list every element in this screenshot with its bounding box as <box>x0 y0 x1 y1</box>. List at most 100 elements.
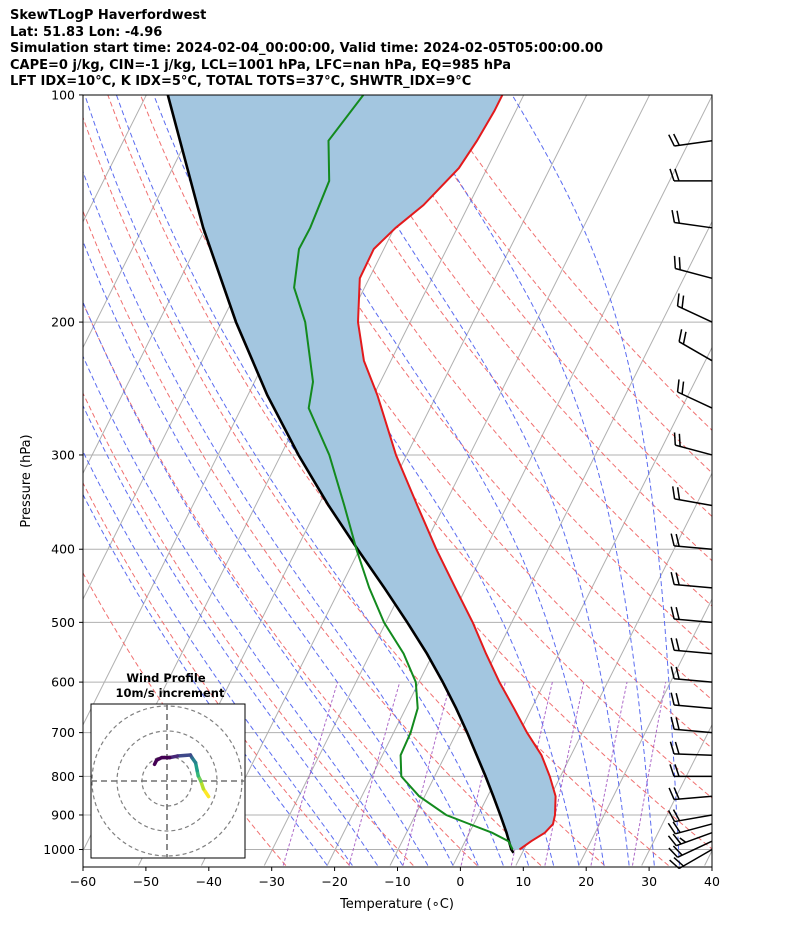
mixing-ratio-line <box>632 682 667 866</box>
wind-barb-feather <box>672 833 682 845</box>
wind-barb-feather <box>671 486 676 499</box>
moist-adiabat-line <box>405 95 655 866</box>
wind-barb-feather <box>676 379 680 393</box>
wind-barb-staff <box>674 728 713 734</box>
wind-barb-staff <box>674 583 713 589</box>
y-axis-label: Pressure (hPa) <box>19 434 34 527</box>
wind-barb-feather <box>667 810 676 822</box>
wind-barb-feather <box>670 692 675 706</box>
x-tick-label: −30 <box>259 874 285 889</box>
wind-barb-feather <box>675 717 680 730</box>
wind-barb-feather <box>672 845 683 856</box>
moist-adiabat-line <box>252 95 605 866</box>
moist-adiabat-line <box>83 170 479 866</box>
wind-barb-staff <box>674 678 713 683</box>
wind-barb-feather <box>682 331 687 345</box>
wind-barb-feather <box>674 168 680 182</box>
y-tick-label: 900 <box>51 807 75 822</box>
dry-adiabat-line <box>400 95 712 474</box>
wind-barb-feather <box>678 329 683 342</box>
y-tick-label: 700 <box>51 725 75 740</box>
isotherm-line <box>83 95 84 98</box>
wind-barb-staff <box>674 649 713 655</box>
isotherm-line <box>389 220 712 866</box>
isotherm-line <box>641 723 712 866</box>
moist-adiabat-line <box>83 450 353 866</box>
sounding-profiles <box>166 95 557 854</box>
wind-barb <box>673 255 713 280</box>
x-tick-label: −60 <box>70 874 96 889</box>
x-tick-label: −20 <box>321 874 347 889</box>
wind-barb-feather <box>670 666 675 679</box>
wind-barb-staff <box>677 840 713 858</box>
wind-barb <box>670 637 713 655</box>
mixing-ratio-line <box>282 681 339 866</box>
x-tick-label: −50 <box>133 874 159 889</box>
wind-barb-feather <box>681 381 685 395</box>
wind-barb-staff <box>676 831 713 847</box>
wind-barb-staff <box>678 341 713 362</box>
dry-adiabat-line <box>302 95 712 607</box>
wind-barb <box>670 572 713 589</box>
isotherm-line <box>83 95 210 349</box>
wind-barb-feather <box>670 572 675 585</box>
wind-barb-feather <box>675 692 680 706</box>
wind-barb-staff <box>674 814 713 823</box>
y-tick-label: 200 <box>51 315 75 330</box>
dry-adiabat-line <box>368 95 712 518</box>
dry-adiabat-line <box>335 95 712 562</box>
x-tick-label: 10 <box>515 874 531 889</box>
wind-barb-staff <box>678 848 713 870</box>
wind-barb-staff <box>674 221 713 229</box>
wind-barb-feather <box>669 741 675 755</box>
y-tick-label: 800 <box>51 769 75 784</box>
wind-barb-feather <box>674 764 680 777</box>
dry-adiabat-line <box>83 301 478 866</box>
y-tick-label: 500 <box>51 615 75 630</box>
wind-barb <box>667 831 713 847</box>
wind-barb <box>671 209 713 229</box>
header-line-cape: CAPE=0 j/kg, CIN=-1 j/kg, LCL=1001 hPa, … <box>10 57 511 73</box>
wind-barb <box>670 692 713 710</box>
wind-barb-feather <box>669 168 675 182</box>
wind-barb-feather <box>672 809 681 822</box>
isotherm-line <box>263 95 651 866</box>
wind-barb <box>668 840 713 858</box>
wind-barb-staff <box>674 618 713 624</box>
wind-barb-feather <box>675 572 680 586</box>
dewpoint-line <box>293 95 514 850</box>
wind-barb-feather <box>670 716 675 730</box>
wind-barb-feather <box>669 764 675 777</box>
wind-barb-feather <box>673 255 677 269</box>
hodograph-segment <box>175 753 193 758</box>
dry-adiabat-line <box>107 95 669 866</box>
cin-area <box>167 95 556 850</box>
dry-adiabat-line <box>83 481 350 866</box>
wind-barb-feather <box>667 835 677 847</box>
wind-barb <box>669 168 712 182</box>
wind-barb-staff <box>674 545 713 550</box>
x-tick-label: −10 <box>384 874 410 889</box>
chart-header: SkewTLogP Haverfordwest Lat: 51.83 Lon: … <box>10 8 603 91</box>
wind-barb-staff <box>677 391 713 409</box>
wind-barb <box>673 432 713 456</box>
dry-adiabat-line <box>139 95 712 850</box>
wind-barb-feather <box>673 787 680 800</box>
moist-adiabat-line <box>83 493 328 866</box>
header-line-title: SkewTLogP Haverfordwest <box>10 8 207 23</box>
dry-adiabat-line <box>205 95 712 749</box>
wind-barb-feather <box>668 134 676 147</box>
wind-barb <box>667 821 713 835</box>
x-axis-label: Temperature (∘C) <box>339 897 454 912</box>
wind-barb <box>670 716 713 734</box>
header-line-indices: LFT IDX=10°C, K IDX=5°C, TOTAL TOTS=37°C… <box>10 74 472 89</box>
isotherm-line <box>768 95 794 866</box>
wind-barb-feather <box>675 666 680 680</box>
wind-barb-feather <box>678 257 681 270</box>
wind-barb <box>676 293 713 323</box>
wind-barb-staff <box>675 823 713 835</box>
isotherm-line <box>704 849 712 866</box>
wind-barb-feather <box>673 857 684 867</box>
